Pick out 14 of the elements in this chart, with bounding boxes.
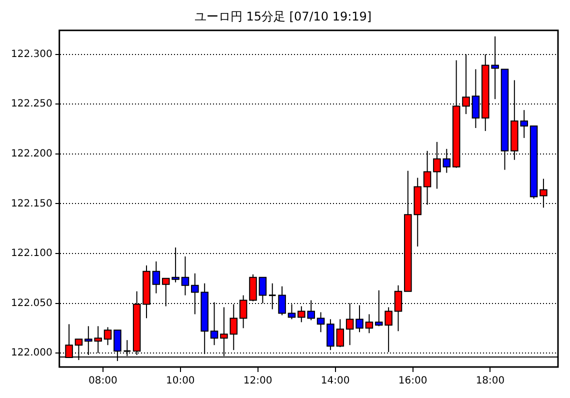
y-tick-label: 122.000	[10, 348, 52, 359]
chart-title: ユーロ円 15分足 [07/10 19:19]	[194, 9, 372, 24]
y-tick-label: 122.100	[10, 248, 52, 260]
x-tick-label: 18:00	[476, 376, 505, 387]
x-tick-label: 08:00	[88, 376, 118, 387]
y-tick-label: 122.150	[10, 198, 52, 210]
x-tick-label: 14:00	[320, 376, 350, 387]
y-tick-label: 122.250	[10, 98, 52, 110]
y-tick-label: 122.200	[10, 148, 52, 160]
y-tick-label: 122.300	[10, 48, 52, 60]
x-tick-label: 12:00	[243, 376, 272, 387]
y-tick-label: 122.050	[10, 298, 52, 309]
x-tick-label: 10:00	[166, 376, 195, 387]
x-tick-label: 16:00	[398, 376, 428, 387]
